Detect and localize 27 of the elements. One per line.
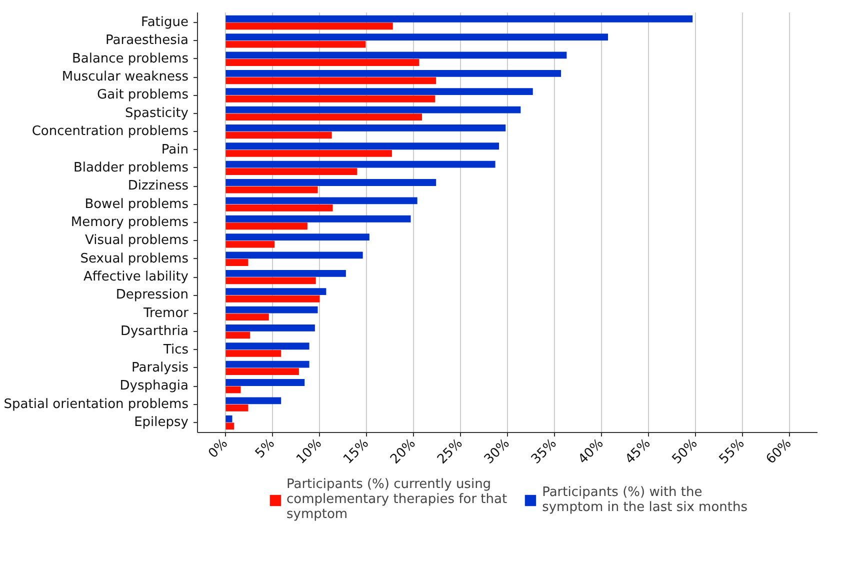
- y-tick-label: Bowel problems: [84, 196, 189, 212]
- y-tick-label: Pain: [161, 142, 189, 158]
- legend-label: Participants (%) currently using complementary therapies for that symptom: [286, 477, 508, 522]
- y-tick-label: Paraesthesia: [106, 33, 189, 48]
- y-tick-label: Gait problems: [97, 88, 189, 103]
- y-tick-label: Muscular weakness: [62, 70, 189, 85]
- y-tick-label: Paralysis: [132, 360, 189, 376]
- y-tick-label: Concentration problems: [32, 124, 189, 140]
- y-tick-label: Bladder problems: [73, 160, 189, 176]
- y-tick-label: Spasticity: [125, 106, 189, 121]
- y-tick-label: Tremor: [142, 306, 190, 321]
- y-tick-label: Dizziness: [128, 178, 189, 194]
- x-tick-label: 5%: [252, 436, 278, 462]
- y-tick-label: Sexual problems: [80, 251, 189, 266]
- y-tick-label: Spatial orientation problems: [4, 396, 189, 412]
- legend-label: Participants (%) with the symptom in the last six months: [542, 484, 748, 514]
- y-tick-label: Dysphagia: [120, 378, 188, 394]
- x-tick-label: 0%: [206, 436, 231, 462]
- y-tick-label: Tics: [162, 342, 189, 358]
- y-tick-label: Memory problems: [70, 215, 189, 230]
- y-tick-label: Affective lability: [84, 270, 189, 285]
- y-tick-label: Balance problems: [72, 51, 189, 66]
- y-tick-label: Epilepsy: [134, 415, 189, 430]
- y-tick-label: Depression: [116, 288, 189, 303]
- y-tick-label: Visual problems: [84, 233, 189, 248]
- y-tick-label: Dysarthria: [120, 324, 188, 340]
- y-tick-label: Fatigue: [141, 15, 189, 30]
